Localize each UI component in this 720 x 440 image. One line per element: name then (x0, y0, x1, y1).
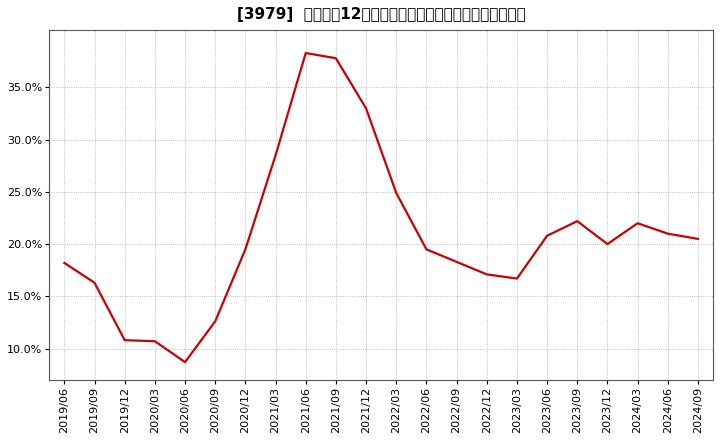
Title: [3979]  売上高の12か月移動合計の対前年同期増減率の推移: [3979] 売上高の12か月移動合計の対前年同期増減率の推移 (237, 7, 526, 22)
